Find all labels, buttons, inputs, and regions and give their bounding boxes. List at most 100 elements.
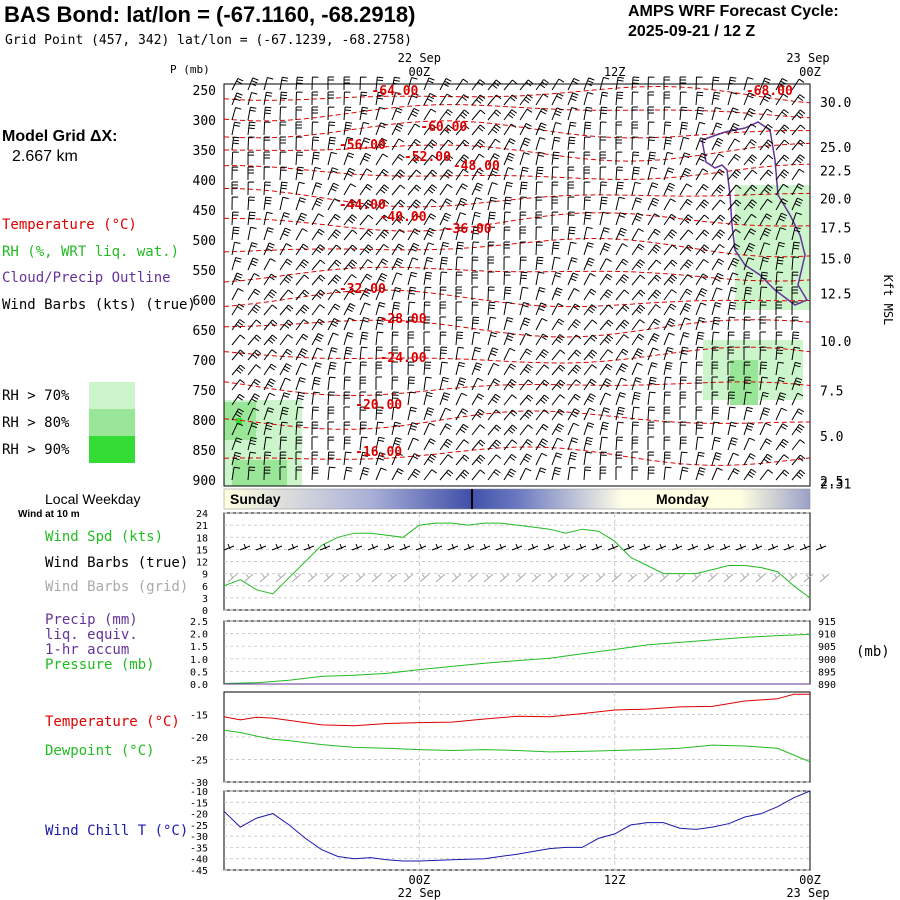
page-title: BAS Bond: lat/lon = (-67.1160, -68.2918) bbox=[4, 2, 416, 27]
pressure-tick-label: 650 bbox=[193, 324, 216, 339]
wind-barb bbox=[567, 272, 579, 286]
wind-barb bbox=[519, 79, 534, 91]
wind-barb bbox=[503, 363, 517, 376]
wind-barb bbox=[455, 168, 469, 181]
wind-barb bbox=[583, 226, 593, 241]
wind-barb bbox=[519, 256, 527, 271]
wind-barb bbox=[423, 154, 438, 166]
wind-barb bbox=[471, 226, 480, 241]
wind-barb bbox=[439, 124, 454, 136]
wind-barb bbox=[375, 406, 383, 421]
wind-barb bbox=[439, 256, 448, 271]
wind-barb bbox=[391, 153, 405, 166]
wind-barb-true bbox=[399, 543, 411, 551]
wind-barb bbox=[631, 391, 641, 406]
wind-barb bbox=[615, 348, 629, 361]
wind-barb bbox=[791, 256, 800, 271]
wind-barb bbox=[759, 469, 773, 481]
panel-tick-label: 3 bbox=[202, 594, 208, 605]
wind-barb bbox=[471, 271, 478, 285]
wind-barb bbox=[263, 166, 271, 181]
height-tick-label: 5.0 bbox=[820, 430, 843, 445]
wind-barb bbox=[311, 91, 319, 106]
wind-barb-true bbox=[255, 543, 267, 551]
wind-barb bbox=[503, 196, 512, 211]
wind-barb bbox=[759, 198, 773, 211]
wind-barb bbox=[791, 78, 805, 91]
wind-barb bbox=[727, 437, 738, 451]
wind-barb bbox=[583, 257, 595, 271]
wind-barb bbox=[679, 259, 694, 271]
wind-barb bbox=[727, 138, 741, 151]
wind-barb bbox=[727, 76, 737, 91]
wind-barb bbox=[615, 181, 624, 196]
wind-barb bbox=[519, 286, 529, 301]
panel-tick-label: -20 bbox=[190, 733, 208, 744]
wind-barb-true bbox=[735, 543, 747, 551]
wind-barb bbox=[439, 286, 447, 301]
wind-barb bbox=[407, 468, 421, 481]
wind-barb bbox=[759, 93, 772, 106]
wind-barb bbox=[679, 91, 687, 106]
main-frame bbox=[223, 83, 811, 487]
wind-barb bbox=[247, 77, 259, 91]
wind-barb-true bbox=[335, 543, 347, 551]
wind-barb bbox=[727, 286, 738, 301]
wind-barb bbox=[263, 466, 271, 481]
wind-barb bbox=[455, 346, 464, 361]
wind-barb bbox=[551, 423, 565, 436]
wind-barb bbox=[727, 421, 737, 436]
wind-barb bbox=[359, 168, 373, 181]
wind-barb bbox=[743, 286, 753, 301]
wind-barb bbox=[631, 348, 644, 361]
wind-barb bbox=[727, 391, 735, 406]
wind-barb bbox=[471, 377, 484, 391]
wind-barb bbox=[439, 469, 454, 481]
wind-barb bbox=[231, 151, 239, 166]
wind-barb bbox=[535, 196, 543, 211]
wind-barb bbox=[359, 91, 368, 106]
wind-barb bbox=[567, 241, 577, 256]
wind-barb bbox=[311, 121, 319, 136]
wind-10m-label: Wind at 10 m bbox=[18, 509, 80, 520]
wind-barb bbox=[615, 304, 630, 316]
wind-barb bbox=[727, 199, 742, 211]
wind-barb bbox=[791, 286, 798, 300]
wind-barb bbox=[647, 182, 659, 196]
panel-tick-label: 2.5 bbox=[190, 617, 208, 628]
wind-barb-grid bbox=[707, 573, 718, 583]
wind-barb bbox=[679, 244, 694, 256]
panel-tick-label: -10 bbox=[190, 787, 208, 798]
local-weekday-label: Local Weekday bbox=[45, 491, 141, 507]
wind-barb bbox=[391, 138, 405, 151]
wind-barb bbox=[631, 274, 646, 286]
wind-barb bbox=[375, 272, 388, 286]
wind-barb bbox=[279, 258, 293, 271]
wind-barb bbox=[679, 152, 691, 166]
wind-barb bbox=[471, 362, 483, 376]
wind-barb bbox=[247, 407, 260, 421]
wind-barb bbox=[615, 91, 624, 106]
wind-barb bbox=[231, 422, 244, 436]
pressure-tick-label: 700 bbox=[193, 354, 216, 369]
wind-barb bbox=[439, 198, 452, 211]
wind-barb bbox=[679, 376, 687, 391]
wind-barb bbox=[759, 77, 771, 91]
wind-barb bbox=[679, 346, 689, 361]
wind-barb bbox=[407, 77, 418, 91]
wind-barb bbox=[295, 274, 310, 286]
wind-barb bbox=[311, 106, 318, 120]
wind-barb bbox=[439, 438, 453, 451]
panel-tick-label: -25 bbox=[190, 821, 208, 832]
wind-barb bbox=[231, 379, 246, 391]
wind-barb-true bbox=[799, 543, 811, 551]
wind-barb bbox=[295, 348, 308, 361]
wind-barb bbox=[359, 361, 367, 376]
wind-barb bbox=[295, 212, 307, 226]
wind-barb bbox=[455, 197, 468, 211]
wind-barb bbox=[359, 331, 369, 346]
wind-barb bbox=[359, 152, 372, 166]
wind-barb bbox=[263, 227, 274, 241]
wind-barb-true bbox=[511, 543, 523, 551]
wind-barb-grid bbox=[611, 573, 622, 583]
